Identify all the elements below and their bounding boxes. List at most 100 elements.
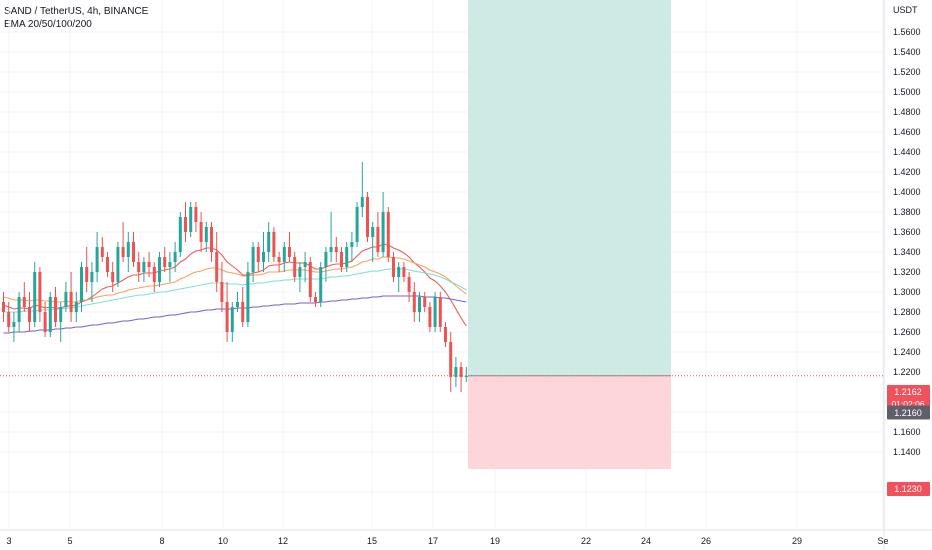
candle-body[interactable] bbox=[64, 292, 68, 307]
candle-body[interactable] bbox=[454, 367, 458, 377]
candle-body[interactable] bbox=[199, 222, 203, 242]
candle-body[interactable] bbox=[43, 312, 47, 332]
candle-body[interactable] bbox=[298, 267, 302, 277]
candle-body[interactable] bbox=[308, 262, 312, 297]
candle-body[interactable] bbox=[184, 217, 187, 232]
candle-body[interactable] bbox=[402, 267, 406, 277]
candle-body[interactable] bbox=[303, 262, 307, 267]
ema-200-line[interactable] bbox=[3, 295, 467, 334]
candle-body[interactable] bbox=[241, 302, 245, 322]
candle-body[interactable] bbox=[360, 197, 364, 207]
candle-body[interactable] bbox=[251, 247, 255, 272]
candle-body[interactable] bbox=[314, 297, 317, 302]
candle-body[interactable] bbox=[459, 367, 463, 377]
candle-body[interactable] bbox=[277, 257, 281, 262]
candle-body[interactable] bbox=[12, 322, 16, 327]
candle-body[interactable] bbox=[100, 247, 104, 257]
candle-body[interactable] bbox=[132, 242, 135, 262]
candle-body[interactable] bbox=[220, 282, 224, 302]
candle-body[interactable] bbox=[288, 247, 291, 257]
date-tick-label: 24 bbox=[641, 536, 651, 546]
candle-body[interactable] bbox=[444, 327, 447, 342]
candle-body[interactable] bbox=[225, 302, 229, 332]
candle-body[interactable] bbox=[230, 307, 234, 332]
candle-body[interactable] bbox=[428, 307, 432, 327]
ema-20-line[interactable] bbox=[3, 243, 467, 327]
candle-body[interactable] bbox=[106, 257, 109, 272]
candle-body[interactable] bbox=[397, 267, 401, 277]
candle-body[interactable] bbox=[90, 272, 94, 282]
candle-body[interactable] bbox=[350, 242, 354, 247]
candle-body[interactable] bbox=[17, 297, 21, 322]
candle-body[interactable] bbox=[111, 272, 115, 282]
candle-body[interactable] bbox=[59, 307, 63, 322]
candle-body[interactable] bbox=[319, 267, 323, 302]
profit-zone[interactable] bbox=[468, 0, 671, 376]
candle-body[interactable] bbox=[173, 252, 177, 262]
candle-body[interactable] bbox=[74, 302, 78, 312]
candle-body[interactable] bbox=[194, 207, 198, 222]
candle-body[interactable] bbox=[236, 302, 239, 307]
candle-body[interactable] bbox=[345, 247, 349, 267]
candle-body[interactable] bbox=[412, 292, 416, 312]
candle-body[interactable] bbox=[163, 257, 167, 267]
candle-body[interactable] bbox=[147, 262, 151, 267]
candle-body[interactable] bbox=[366, 197, 369, 237]
candle-body[interactable] bbox=[282, 247, 286, 262]
candle-body[interactable] bbox=[204, 227, 208, 242]
candle-body[interactable] bbox=[48, 297, 52, 332]
candle-body[interactable] bbox=[407, 277, 411, 292]
candle-body[interactable] bbox=[423, 297, 427, 307]
candle-body[interactable] bbox=[178, 217, 182, 252]
candle-body[interactable] bbox=[142, 262, 146, 272]
candle-body[interactable] bbox=[28, 307, 31, 322]
candle-body[interactable] bbox=[168, 262, 172, 267]
candle-body[interactable] bbox=[33, 272, 37, 322]
candle-body[interactable] bbox=[2, 302, 5, 312]
candle-body[interactable] bbox=[293, 257, 297, 277]
ema-50-line[interactable] bbox=[3, 256, 467, 303]
candle-body[interactable] bbox=[433, 297, 437, 327]
candle-body[interactable] bbox=[340, 252, 343, 267]
candle-body[interactable] bbox=[392, 257, 395, 277]
candle-body[interactable] bbox=[121, 247, 125, 257]
candle-body[interactable] bbox=[215, 252, 219, 282]
candle-body[interactable] bbox=[381, 212, 385, 252]
loss-zone[interactable] bbox=[468, 375, 671, 469]
candle-body[interactable] bbox=[376, 227, 380, 252]
candle-body[interactable] bbox=[22, 297, 26, 307]
candle-body[interactable] bbox=[7, 312, 11, 327]
candle-body[interactable] bbox=[85, 267, 89, 282]
candle-body[interactable] bbox=[334, 247, 338, 252]
candle-body[interactable] bbox=[329, 247, 333, 252]
candle-body[interactable] bbox=[386, 212, 390, 257]
candle-body[interactable] bbox=[262, 252, 265, 262]
candle-body[interactable] bbox=[449, 342, 453, 377]
candle-body[interactable] bbox=[158, 257, 161, 282]
candle-body[interactable] bbox=[189, 207, 193, 232]
candle-body[interactable] bbox=[371, 227, 375, 237]
candle-body[interactable] bbox=[116, 247, 120, 282]
candle-body[interactable] bbox=[272, 232, 276, 257]
candle-body[interactable] bbox=[69, 292, 73, 312]
candle-body[interactable] bbox=[210, 227, 213, 252]
symbol-title[interactable]: SAND / TetherUS, 4h, BINANCE bbox=[4, 6, 149, 17]
candle-body[interactable] bbox=[256, 247, 260, 262]
candle-body[interactable] bbox=[355, 207, 359, 242]
candle-body[interactable] bbox=[152, 267, 156, 282]
candle-body[interactable] bbox=[464, 376, 468, 377]
candle-body[interactable] bbox=[137, 262, 141, 272]
candle-body[interactable] bbox=[324, 252, 328, 267]
candle-body[interactable] bbox=[95, 247, 99, 272]
indicator-label[interactable]: EMA 20/50/100/200 bbox=[4, 19, 92, 30]
candle-body[interactable] bbox=[126, 242, 130, 257]
candle-body[interactable] bbox=[54, 297, 57, 322]
candle-body[interactable] bbox=[246, 272, 250, 322]
candle-body[interactable] bbox=[38, 272, 42, 312]
candle-body[interactable] bbox=[80, 267, 83, 302]
candle-body[interactable] bbox=[418, 297, 421, 312]
candle-body[interactable] bbox=[438, 297, 442, 327]
ema-100-line[interactable] bbox=[3, 268, 467, 313]
candle-body[interactable] bbox=[267, 232, 271, 252]
